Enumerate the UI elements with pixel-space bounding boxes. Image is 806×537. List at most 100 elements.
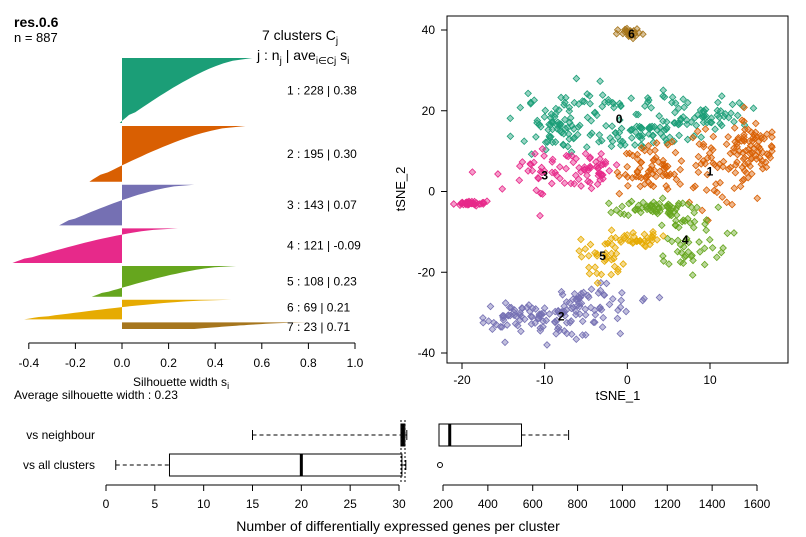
tsne-point-cluster-1 bbox=[736, 182, 745, 191]
tsne-point-cluster-4 bbox=[672, 205, 680, 213]
tsne-point-cluster-0 bbox=[580, 97, 589, 106]
tsne-point-cluster-1 bbox=[699, 142, 708, 151]
tsne-point-cluster-4 bbox=[679, 259, 688, 268]
boxplot-right-tick-label: 800 bbox=[568, 497, 588, 511]
boxplot-row-label: vs all clusters bbox=[23, 458, 95, 472]
tsne-point-cluster-1 bbox=[751, 119, 760, 128]
tsne-point-cluster-4 bbox=[701, 220, 709, 228]
tsne-point-cluster-0 bbox=[735, 98, 744, 107]
tsne-point-cluster-1 bbox=[746, 162, 754, 171]
tsne-point-cluster-3 bbox=[599, 160, 607, 169]
tsne-point-cluster-1 bbox=[730, 124, 739, 132]
tsne-point-cluster-1 bbox=[689, 133, 697, 142]
tsne-point-cluster-0 bbox=[714, 98, 722, 107]
tsne-point-cluster-0 bbox=[536, 122, 545, 131]
tsne-point-cluster-0 bbox=[663, 123, 671, 132]
tsne-point-cluster-0 bbox=[626, 126, 635, 135]
tsne-point-cluster-0 bbox=[548, 118, 557, 127]
tsne-point-cluster-0 bbox=[649, 131, 657, 140]
tsne-point-cluster-1 bbox=[637, 158, 646, 167]
tsne-point-cluster-0 bbox=[662, 125, 671, 134]
tsne-point-cluster-3 bbox=[518, 158, 527, 166]
tsne-point-cluster-0 bbox=[545, 132, 554, 140]
tsne-point-cluster-4 bbox=[631, 205, 640, 214]
tsne-point-cluster-2 bbox=[503, 321, 512, 329]
tsne-point-cluster-3 bbox=[458, 198, 467, 207]
boxplot-right-tick-label: 400 bbox=[478, 497, 498, 511]
tsne-point-cluster-0 bbox=[635, 122, 644, 131]
tsne-point-cluster-0 bbox=[627, 94, 636, 103]
tsne-point-cluster-4 bbox=[612, 206, 621, 214]
tsne-point-cluster-2 bbox=[584, 291, 592, 300]
tsne-point-cluster-3 bbox=[538, 190, 547, 198]
tsne-point-cluster-1 bbox=[628, 151, 637, 160]
tsne-point-cluster-3 bbox=[583, 171, 591, 180]
silhouette-tick-label: 0.8 bbox=[300, 356, 317, 370]
tsne-point-cluster-2 bbox=[504, 311, 513, 319]
silhouette-bar-cluster-7 bbox=[122, 322, 309, 329]
tsne-point-cluster-2 bbox=[539, 317, 547, 326]
tsne-point-cluster-0 bbox=[749, 104, 758, 113]
tsne-point-cluster-1 bbox=[615, 172, 623, 180]
tsne-point-cluster-0 bbox=[716, 119, 724, 128]
tsne-point-cluster-3 bbox=[577, 182, 585, 190]
tsne-point-cluster-1 bbox=[722, 198, 731, 207]
tsne-point-cluster-2 bbox=[479, 314, 487, 322]
tsne-point-cluster-0 bbox=[671, 108, 679, 117]
tsne-point-cluster-1 bbox=[768, 133, 776, 141]
tsne-point-cluster-0 bbox=[680, 103, 688, 112]
tsne-point-cluster-1 bbox=[613, 168, 622, 177]
tsne-point-cluster-3 bbox=[597, 171, 606, 180]
tsne-point-cluster-5 bbox=[612, 249, 621, 258]
tsne-point-cluster-0 bbox=[656, 129, 665, 138]
tsne-point-cluster-4 bbox=[663, 234, 672, 243]
tsne-point-cluster-1 bbox=[761, 158, 770, 167]
header-columns-mid: | ave bbox=[282, 47, 316, 63]
silhouette-x-label: Silhouette width si bbox=[133, 375, 229, 391]
tsne-point-cluster-0 bbox=[565, 107, 574, 115]
tsne-point-cluster-4 bbox=[678, 199, 687, 208]
tsne-point-cluster-3 bbox=[468, 168, 477, 176]
tsne-point-cluster-3 bbox=[596, 155, 604, 163]
boxplot-left-tick-label: 10 bbox=[197, 497, 211, 511]
boxplot-x-axis: 0 5 10 15 20 25 30 200 400 600 800 1000 1200 1400 1600 bbox=[103, 484, 771, 511]
tsne-point-cluster-1 bbox=[753, 194, 762, 203]
tsne-point-cluster-4 bbox=[705, 235, 714, 244]
tsne-point-cluster-2 bbox=[560, 307, 569, 316]
tsne-point-cluster-0 bbox=[637, 134, 646, 143]
boxplot-left-tick-label: 5 bbox=[151, 497, 158, 511]
tsne-point-cluster-4 bbox=[646, 201, 655, 209]
tsne-point-cluster-1 bbox=[738, 163, 747, 172]
tsne-point-cluster-0 bbox=[506, 132, 515, 141]
tsne-point-cluster-6 bbox=[629, 26, 638, 35]
tsne-point-cluster-3 bbox=[594, 169, 603, 178]
tsne-point-cluster-1 bbox=[646, 180, 655, 189]
silhouette-label-cluster-6: 6 : 69 | 0.21 bbox=[287, 301, 350, 315]
tsne-point-cluster-5 bbox=[591, 263, 599, 272]
tsne-point-cluster-6 bbox=[613, 26, 622, 34]
tsne-point-cluster-2 bbox=[484, 317, 493, 325]
tsne-point-cluster-2 bbox=[528, 304, 537, 313]
tsne-point-cluster-1 bbox=[748, 148, 756, 157]
tsne-point-cluster-5 bbox=[607, 226, 616, 235]
tsne-point-cluster-1 bbox=[726, 149, 735, 158]
tsne-point-cluster-0 bbox=[586, 131, 595, 139]
tsne-point-cluster-5 bbox=[581, 245, 590, 253]
tsne-point-cluster-2 bbox=[550, 317, 559, 326]
tsne-point-cluster-1 bbox=[768, 128, 776, 136]
tsne-point-cluster-0 bbox=[553, 125, 562, 133]
tsne-point-cluster-1 bbox=[710, 160, 719, 169]
tsne-point-cluster-4 bbox=[624, 211, 633, 220]
tsne-point-cluster-1 bbox=[740, 117, 748, 126]
tsne-point-cluster-2 bbox=[506, 311, 515, 320]
tsne-point-cluster-0 bbox=[526, 99, 535, 108]
boxplot-right-box bbox=[438, 423, 522, 447]
tsne-point-cluster-5 bbox=[640, 230, 649, 239]
tsne-point-cluster-0 bbox=[572, 74, 581, 83]
tsne-point-cluster-5 bbox=[620, 234, 629, 242]
tsne-point-cluster-0 bbox=[730, 117, 738, 126]
tsne-point-cluster-1 bbox=[663, 185, 672, 193]
tsne-point-cluster-3 bbox=[552, 171, 561, 180]
tsne-point-cluster-1 bbox=[758, 164, 767, 173]
tsne-point-cluster-5 bbox=[600, 257, 609, 266]
